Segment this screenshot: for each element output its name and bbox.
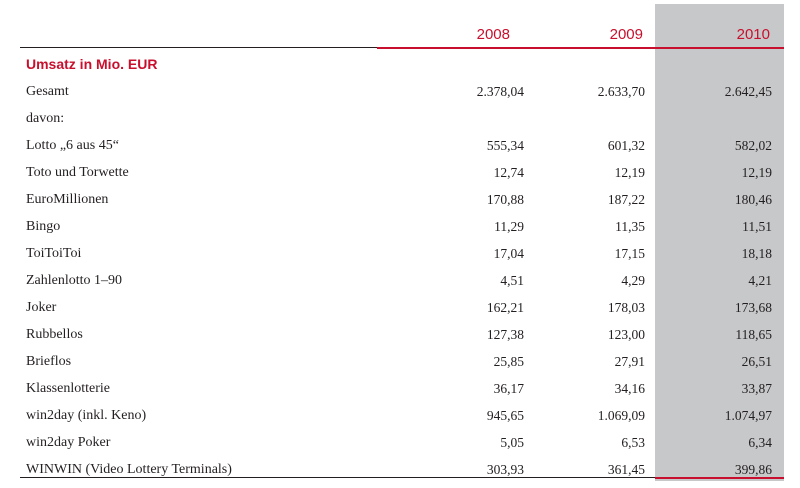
cell-2008: 4,51: [500, 273, 524, 288]
cell-2009: 123,00: [607, 327, 645, 342]
row-label: Bingo: [26, 219, 61, 234]
cell-2008: 17,04: [493, 246, 524, 261]
cell-2008: 12,74: [493, 165, 524, 180]
table-row: ToiToiToi 17,04 17,15 18,18: [0, 246, 800, 272]
table-row: WINWIN (Video Lottery Terminals) 303,93 36…: [0, 462, 800, 488]
cell-2010: 4,21: [748, 273, 772, 288]
cell-2008: 11,29: [494, 219, 524, 234]
row-label: Rubbellos: [26, 327, 83, 342]
section-title: Umsatz in Mio. EUR: [26, 56, 158, 72]
row-label: Lotto „6 aus 45“: [26, 138, 119, 153]
cell-2009: 1.069,09: [597, 408, 645, 423]
cell-2009: 6,53: [621, 435, 645, 450]
cell-2010: 2.642,45: [724, 84, 772, 99]
row-label: Brieflos: [26, 354, 72, 369]
cell-2010: 26,51: [741, 354, 772, 369]
cell-2009: 4,29: [621, 273, 645, 288]
row-label: ToiToiToi: [26, 246, 82, 261]
row-label: WINWIN (Video Lottery Terminals): [26, 462, 232, 477]
row-label: EuroMillionen: [26, 192, 109, 207]
year-header-2010: 2010: [736, 26, 770, 43]
highlight-column-2010: [655, 4, 784, 481]
cell-2008: 127,38: [486, 327, 524, 342]
cell-2009: 178,03: [607, 300, 645, 315]
cell-2009: 2.633,70: [597, 84, 645, 99]
table-row: Gesamt 2.378,04 2.633,70 2.642,45: [0, 84, 800, 110]
table-row: win2day Poker 5,05 6,53 6,34: [0, 435, 800, 461]
cell-2009: 27,91: [614, 354, 645, 369]
cell-2010: 11,51: [742, 219, 772, 234]
cell-2010: 180,46: [734, 192, 772, 207]
cell-2010: 6,34: [748, 435, 772, 450]
cell-2009: 12,19: [614, 165, 645, 180]
cell-2010: 1.074,97: [724, 408, 772, 423]
table-row: Klassenlotterie 36,17 34,16 33,87: [0, 381, 800, 407]
cell-2009: 11,35: [615, 219, 645, 234]
cell-2010: 399,86: [734, 462, 772, 477]
cell-2010: 173,68: [734, 300, 772, 315]
row-label: Zahlenlotto 1–90: [26, 273, 123, 288]
cell-2009: 601,32: [607, 138, 645, 153]
table-row: davon:: [0, 111, 800, 137]
cell-2010: 582,02: [734, 138, 772, 153]
row-label: win2day (inkl. Keno): [26, 408, 147, 423]
cell-2008: 162,21: [486, 300, 524, 315]
header-rule-accent: [377, 47, 784, 49]
bottom-rule: [20, 477, 655, 478]
table-row: Zahlenlotto 1–90 4,51 4,29 4,21: [0, 273, 800, 299]
row-label: Klassenlotterie: [26, 381, 110, 396]
header-rule: [20, 47, 377, 48]
year-header-2008: 2008: [476, 26, 510, 43]
row-label: win2day Poker: [26, 435, 111, 450]
cell-2009: 361,45: [607, 462, 645, 477]
cell-2010: 12,19: [741, 165, 772, 180]
cell-2008: 303,93: [486, 462, 524, 477]
cell-2008: 25,85: [493, 354, 524, 369]
table-row: Lotto „6 aus 45“ 555,34 601,32 582,02: [0, 138, 800, 164]
cell-2008: 170,88: [486, 192, 524, 207]
row-label: Joker: [26, 300, 57, 315]
table-row: EuroMillionen 170,88 187,22 180,46: [0, 192, 800, 218]
cell-2008: 36,17: [493, 381, 524, 396]
row-label: Gesamt: [26, 84, 69, 99]
cell-2009: 34,16: [614, 381, 645, 396]
cell-2008: 555,34: [486, 138, 524, 153]
cell-2009: 187,22: [607, 192, 645, 207]
cell-2010: 33,87: [741, 381, 772, 396]
table-row: Joker 162,21 178,03 173,68: [0, 300, 800, 326]
table-row: win2day (inkl. Keno) 945,65 1.069,09 1.074,…: [0, 408, 800, 434]
cell-2010: 118,65: [735, 327, 772, 342]
cell-2008: 2.378,04: [476, 84, 524, 99]
table-row: Bingo 11,29 11,35 11,51: [0, 219, 800, 245]
cell-2010: 18,18: [741, 246, 772, 261]
row-label: Toto und Torwette: [26, 165, 129, 180]
bottom-rule-accent: [655, 477, 784, 479]
year-header-2009: 2009: [609, 26, 643, 43]
table-row: Brieflos 25,85 27,91 26,51: [0, 354, 800, 380]
table-row: Rubbellos 127,38 123,00 118,65: [0, 327, 800, 353]
cell-2008: 5,05: [500, 435, 524, 450]
cell-2009: 17,15: [614, 246, 645, 261]
table-row: Toto und Torwette 12,74 12,19 12,19: [0, 165, 800, 191]
cell-2008: 945,65: [486, 408, 524, 423]
row-label: davon:: [26, 111, 65, 126]
